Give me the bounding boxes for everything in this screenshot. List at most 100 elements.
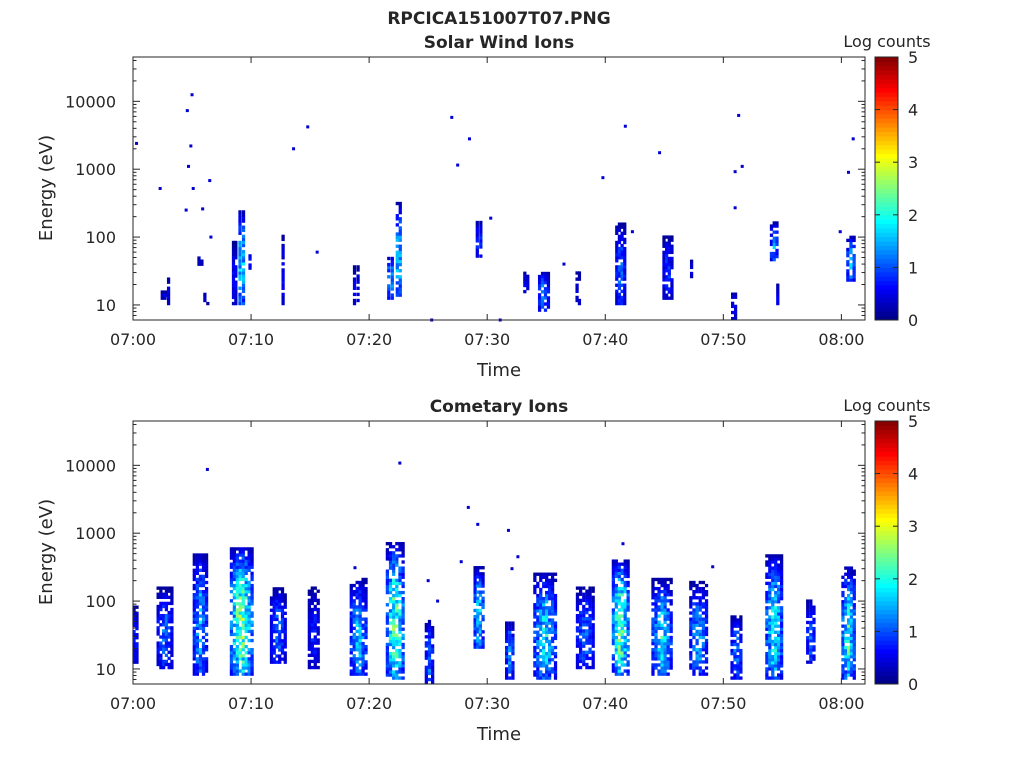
spectrogram-cell: [575, 286, 579, 290]
spectrogram-cell: [269, 657, 274, 661]
spectrogram-cell: [698, 651, 702, 655]
spectrogram-cell: [730, 670, 734, 674]
spectrogram-cell: [232, 648, 237, 652]
spectrogram-cell: [195, 593, 199, 597]
spectrogram-cell: [241, 666, 245, 670]
spectrogram-cell: [238, 231, 242, 235]
spectrogram-cell: [809, 626, 813, 631]
spectrogram-cell: [238, 213, 242, 217]
spectrogram-cell: [666, 611, 670, 615]
spectrogram-cell: [388, 612, 393, 616]
spectrogram-cell: [192, 586, 196, 591]
spectrogram-cell: [620, 246, 624, 251]
spectrogram-cell: [777, 642, 781, 647]
spectrogram-cell: [195, 641, 199, 646]
spectrogram-cell: [132, 608, 136, 612]
spectrogram-cell: [235, 672, 239, 676]
spectrogram-cell: [844, 645, 848, 650]
spectrogram-cell: [617, 620, 621, 624]
spectrogram-cell: [542, 630, 546, 634]
spectrogram-cell: [361, 644, 365, 649]
spectrogram-cell: [349, 617, 353, 621]
spectrogram-cell: [269, 617, 274, 622]
spectrogram-cell: [247, 669, 251, 673]
spectrogram-cell: [364, 602, 368, 606]
colorbar-segment: [875, 78, 898, 84]
spectrogram-cell: [241, 614, 245, 618]
spectrogram-cell: [478, 630, 483, 634]
colorbar-segment: [875, 543, 898, 549]
spectrogram-cell: [611, 559, 615, 563]
spectrogram-cell: [578, 589, 583, 593]
spectrogram-cell: [626, 672, 630, 676]
spectrogram-cell: [310, 638, 314, 642]
spectrogram-cell: [575, 617, 580, 621]
spectrogram-cell: [232, 553, 237, 557]
spectrogram-cell: [281, 237, 285, 242]
spectrogram-point: [506, 528, 510, 532]
spectrogram-cell: [852, 621, 856, 625]
spectrogram-cell: [533, 664, 537, 668]
colorbar-segment: [875, 201, 898, 207]
spectrogram-cell: [852, 667, 856, 671]
spectrogram-cell: [623, 599, 627, 603]
spectrogram-cell: [620, 586, 624, 591]
spectrogram-cell: [526, 283, 530, 288]
spectrogram-cell: [481, 590, 485, 594]
spectrogram-cell: [307, 604, 311, 609]
spectrogram-cell: [481, 581, 485, 585]
spectrogram-cell: [361, 641, 365, 646]
spectrogram-cell: [310, 629, 314, 633]
spectrogram-cell: [670, 238, 674, 242]
spectrogram-cell: [777, 606, 781, 610]
spectrogram-cell: [352, 663, 356, 667]
spectrogram-cell: [852, 630, 856, 634]
spectrogram-cell: [617, 593, 621, 597]
spectrogram-cell: [614, 583, 618, 588]
spectrogram-cell: [388, 560, 393, 564]
spectrogram-cell: [689, 623, 693, 627]
colorbar-segment: [875, 258, 898, 264]
spectrogram-cell: [617, 602, 621, 606]
spectrogram-cell: [772, 221, 776, 225]
spectrogram-cell: [852, 655, 856, 659]
spectrogram-cell: [651, 672, 655, 676]
spectrogram-cell: [272, 614, 276, 619]
spectrogram-cell: [844, 648, 848, 653]
spectrogram-cell: [768, 655, 772, 659]
spectrogram-cell: [611, 565, 615, 569]
spectrogram-cell: [235, 611, 239, 615]
spectrogram-cell: [575, 289, 579, 294]
spectrogram-cell: [623, 617, 627, 621]
spectrogram-cell: [575, 613, 580, 618]
spectrogram-cell: [159, 656, 163, 661]
spectrogram-cell: [272, 602, 276, 606]
spectrogram-cell: [739, 661, 743, 665]
spectrogram-cell: [401, 572, 405, 576]
spectrogram-cell: [701, 635, 706, 640]
spectrogram-cell: [395, 244, 399, 248]
spectrogram-cell: [614, 672, 618, 676]
spectrogram-cell: [623, 586, 627, 591]
spectrogram-cell: [692, 583, 696, 588]
spectrogram-cell: [170, 641, 174, 645]
spectrogram-cell: [533, 651, 537, 656]
spectrogram-cell: [361, 583, 365, 588]
spectrogram-cell: [849, 578, 854, 583]
spectrogram-cell: [156, 620, 160, 624]
spectrogram-point: [466, 505, 470, 509]
spectrogram-cell: [283, 599, 287, 603]
spectrogram-cell: [698, 657, 702, 661]
spectrogram-cell: [313, 604, 317, 609]
spectrogram-point: [510, 567, 514, 571]
spectrogram-cell: [135, 654, 139, 658]
spectrogram-cell: [390, 262, 394, 267]
spectrogram-cell: [704, 614, 709, 618]
spectrogram-cell: [231, 253, 236, 257]
spectrogram-cell: [540, 299, 545, 303]
spectrogram-cell: [241, 259, 246, 263]
spectrogram-cell: [663, 583, 667, 588]
spectrogram-cell: [545, 636, 549, 641]
spectrogram-cell: [537, 280, 542, 285]
spectrogram-cell: [241, 635, 245, 640]
